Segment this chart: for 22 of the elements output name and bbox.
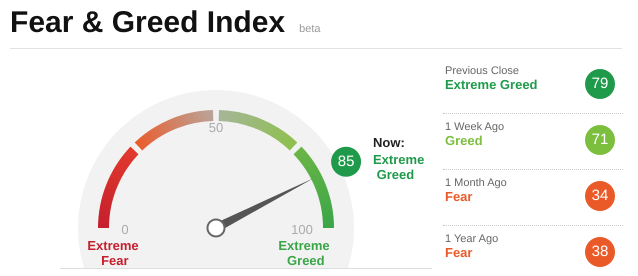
- text: Extreme Greed: [373, 152, 424, 182]
- category-label: 1 Year Ago: [445, 233, 498, 245]
- text: 0: [121, 222, 129, 237]
- text: Fear: [445, 189, 472, 204]
- text: Extreme Greed: [278, 238, 330, 268]
- text: 100: [291, 222, 313, 237]
- data-label: 79: [585, 69, 615, 99]
- text: Extreme Greed: [445, 77, 538, 92]
- category-label: Previous Close: [445, 65, 519, 77]
- text: beta: [299, 23, 321, 35]
- data-label: 85: [338, 153, 354, 170]
- text: Now:: [373, 135, 405, 150]
- category-label: 1 Week Ago: [445, 121, 504, 133]
- text: Extreme Fear: [87, 238, 139, 268]
- text: Greed: [445, 133, 483, 148]
- text: 50: [208, 120, 224, 135]
- text: Fear: [445, 245, 472, 260]
- data-label: 38: [585, 237, 615, 267]
- text: Fear & Greed Index: [10, 6, 286, 39]
- data-label: 71: [585, 125, 615, 155]
- data-label: 34: [585, 181, 615, 211]
- category-label: 1 Month Ago: [445, 177, 507, 189]
